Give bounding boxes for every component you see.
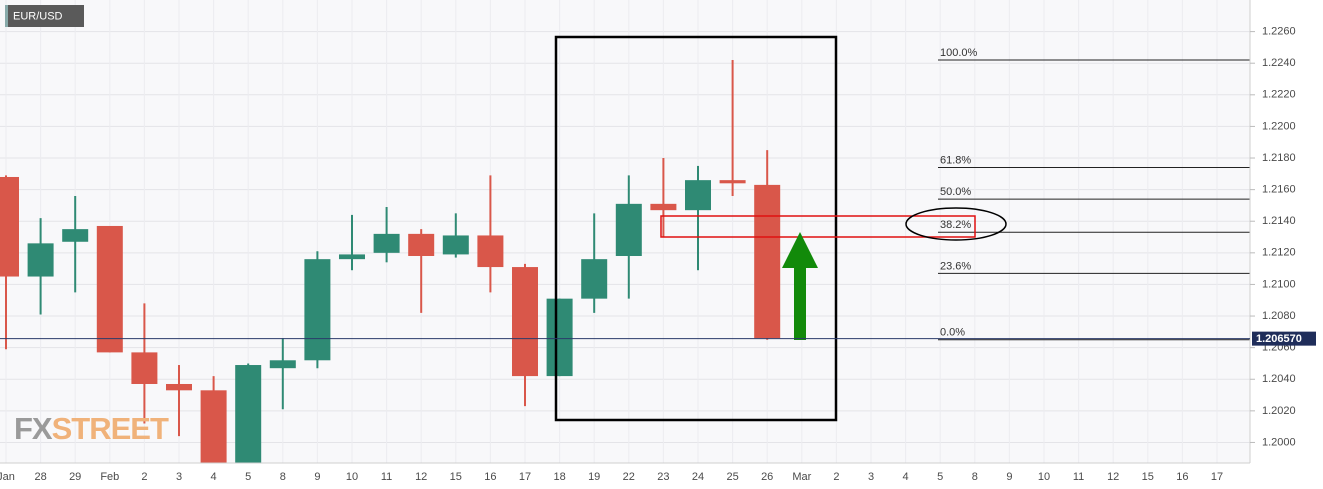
x-tick-label: 3	[176, 471, 182, 483]
x-tick-label: 17	[1211, 471, 1223, 483]
x-tick-label: 24	[692, 471, 704, 483]
x-tick-label: Feb	[100, 471, 119, 483]
badge-background	[5, 5, 84, 27]
zone-box	[660, 215, 976, 238]
x-tick-label: 9	[314, 471, 320, 483]
x-tick-label: 4	[903, 471, 909, 483]
candle-body	[546, 298, 573, 377]
x-tick-label: 2	[833, 471, 839, 483]
candle-body	[200, 390, 227, 463]
candle-body	[62, 229, 89, 242]
x-tick-label: Mar	[792, 471, 811, 483]
fib-label: 100.0%	[940, 47, 978, 59]
x-tick-label: 29	[69, 471, 81, 483]
candle-body	[166, 383, 192, 391]
candle-body	[719, 180, 746, 184]
x-tick-label: 19	[588, 471, 600, 483]
candle-body	[0, 176, 19, 277]
fib-label: 61.8%	[940, 154, 971, 166]
candle-body	[96, 225, 123, 353]
x-tick-label: 17	[519, 471, 531, 483]
badge-stripe	[5, 5, 8, 27]
x-tick-label: 2	[141, 471, 147, 483]
x-tick-label: 23	[657, 471, 669, 483]
x-tick-label: 3	[868, 471, 874, 483]
x-tick-label: 16	[484, 471, 496, 483]
y-tick-label: 1.2140	[1262, 215, 1296, 227]
symbol-badge: EUR/USD	[5, 5, 84, 27]
last-price-box	[1252, 331, 1316, 346]
candles	[0, 60, 781, 463]
fibonacci-levels: 100.0% 61.8% 50.0% 38.2% 23.6% 0.0%	[938, 47, 1250, 341]
candle-body	[131, 352, 158, 384]
watermark: FXSTREET	[14, 411, 169, 446]
candle-body	[27, 243, 54, 277]
y-tick-label: 1.2020	[1262, 405, 1296, 417]
fib-label: 50.0%	[940, 186, 971, 198]
candle-body	[269, 360, 296, 369]
y-tick-label: 1.2200	[1262, 120, 1296, 132]
x-tick-label: Jan	[0, 471, 15, 483]
y-tick-label: 1.2260	[1262, 26, 1296, 38]
x-tick-label: 11	[381, 471, 392, 483]
axes: 1.20001.20201.20401.20601.20801.21001.21…	[0, 0, 1296, 483]
x-tick-label: 15	[450, 471, 462, 483]
y-tick-label: 1.2120	[1262, 247, 1296, 259]
x-tick-label: 22	[623, 471, 635, 483]
x-tick-label: 5	[245, 471, 251, 483]
x-tick-label: 15	[1142, 471, 1154, 483]
y-tick-label: 1.2160	[1262, 184, 1296, 196]
x-tick-label: 26	[761, 471, 773, 483]
candle-body	[477, 235, 504, 268]
candle-body	[408, 233, 435, 256]
candle-body	[615, 203, 642, 256]
chart-title: EUR/USD	[13, 10, 63, 22]
last-price-label: 1.206570	[1256, 333, 1302, 345]
watermark-part: FX	[14, 411, 53, 446]
arrow-head	[782, 232, 818, 268]
candle-body	[373, 233, 400, 253]
overlay: 1.206570	[0, 331, 1316, 346]
x-tick-label: 25	[726, 471, 738, 483]
candle-body	[754, 184, 781, 339]
y-tick-label: 1.2100	[1262, 278, 1296, 290]
x-tick-label: 8	[280, 471, 286, 483]
y-tick-label: 1.2220	[1262, 89, 1296, 101]
highlight-box	[554, 35, 838, 422]
x-tick-label: 4	[211, 471, 217, 483]
candle-body	[685, 180, 711, 211]
arrow-shaft	[794, 267, 806, 340]
watermark-part: STREET	[52, 411, 169, 446]
fib-label: 0.0%	[940, 327, 965, 339]
x-tick-label: 28	[34, 471, 46, 483]
fib-label: 38.2%	[940, 219, 971, 231]
y-tick-label: 1.2180	[1262, 152, 1296, 164]
y-tick-label: 1.2040	[1262, 373, 1296, 385]
candle-body	[581, 259, 608, 299]
x-tick-label: 10	[1038, 471, 1050, 483]
y-tick-label: 1.2000	[1262, 436, 1296, 448]
fib-label: 23.6%	[940, 260, 971, 272]
candle-body	[304, 259, 331, 361]
x-tick-label: 11	[1073, 471, 1084, 483]
y-tick-label: 1.2080	[1262, 310, 1296, 322]
x-tick-label: 18	[553, 471, 565, 483]
up-arrow	[782, 232, 818, 340]
candle-body	[512, 267, 538, 377]
x-tick-label: 9	[1006, 471, 1012, 483]
y-tick-label: 1.2240	[1262, 57, 1296, 69]
candle-body	[442, 235, 469, 255]
level-ellipse	[905, 207, 1007, 241]
x-tick-label: 5	[937, 471, 943, 483]
candle-body	[650, 203, 677, 211]
candle-body	[339, 254, 365, 260]
x-tick-label: 16	[1176, 471, 1188, 483]
x-tick-label: 12	[415, 471, 427, 483]
x-tick-label: 8	[972, 471, 978, 483]
candle-body	[235, 365, 262, 463]
x-tick-label: 10	[346, 471, 358, 483]
x-tick-label: 12	[1107, 471, 1119, 483]
